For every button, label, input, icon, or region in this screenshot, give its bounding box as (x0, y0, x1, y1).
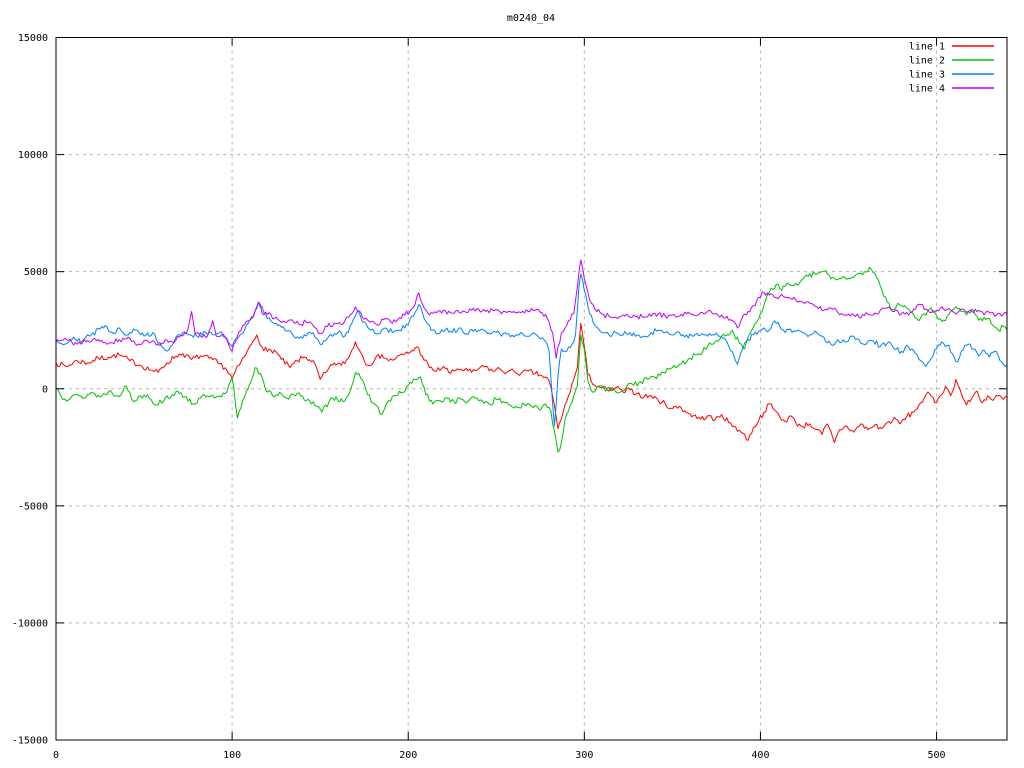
legend-label: line 2 (909, 56, 945, 67)
chart-title: m0240_04 (507, 13, 555, 24)
series-line-2 (55, 266, 1008, 453)
y-tick-label: -15000 (12, 736, 48, 747)
legend-entry-2: line 2 (909, 56, 994, 67)
x-tick-label: 500 (928, 750, 946, 761)
axis-layer: 0 100 200 300 400 500 -15000 -10000 -5000 0 5000 10… (12, 33, 1008, 761)
legend-label: line 1 (909, 42, 945, 53)
grid-layer (62, 43, 1006, 739)
legend-entry-1: line 1 (909, 42, 994, 53)
x-tick-label: 300 (575, 750, 593, 761)
series-layer (55, 259, 1008, 453)
legend: line 1 line 2 line 3 line 4 (909, 42, 994, 95)
y-tick-label: -5000 (18, 501, 48, 512)
x-tick-label: 400 (751, 750, 769, 761)
y-tick-label: 15000 (18, 33, 48, 44)
legend-label: line 4 (909, 84, 945, 95)
y-tick-label: 5000 (24, 267, 48, 278)
x-tick-label: 100 (223, 750, 241, 761)
y-tick-label: -10000 (12, 618, 48, 629)
y-tick-label: 0 (42, 384, 48, 395)
x-tick-label: 200 (399, 750, 417, 761)
series-line-1 (55, 322, 1008, 444)
legend-label: line 3 (909, 70, 945, 81)
y-tick-label: 10000 (18, 150, 48, 161)
legend-entry-3: line 3 (909, 70, 994, 81)
series-line-3 (55, 273, 1008, 427)
legend-entry-4: line 4 (909, 84, 994, 95)
series-line-4 (55, 259, 1008, 359)
x-tick-label: 0 (53, 750, 59, 761)
